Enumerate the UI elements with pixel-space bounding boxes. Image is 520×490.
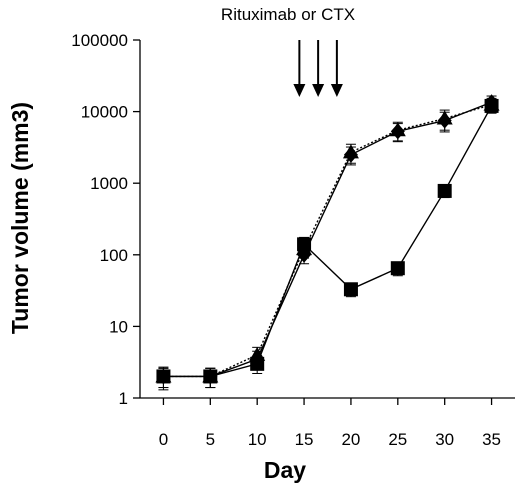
data-point-square [156,369,171,384]
x-axis-title: Day [264,457,306,483]
x-tick-label: 30 [435,430,454,449]
x-tick-label: 5 [206,430,215,449]
data-point-triangle [389,122,406,137]
marks-group [155,94,500,391]
series-line-diamond [163,101,492,378]
series-line-triangle [163,103,492,378]
y-tick-label: 100 [100,246,128,265]
y-axis-title: Tumor volume (mm3) [7,102,33,334]
annotation-group: Rituximab or CTX [221,5,355,97]
x-tick-label: 20 [341,430,360,449]
series-line-square [163,105,493,378]
x-tick-label: 15 [295,430,314,449]
y-tick-label: 1000 [90,174,128,193]
data-point-square [343,282,358,297]
y-tick-label: 1 [119,389,128,408]
data-point-triangle [436,110,453,125]
x-tick-label: 35 [482,430,501,449]
x-tick-label: 25 [388,430,407,449]
data-point-square [250,356,265,371]
axes-group: 1 10 100 1000 10000 100000 0 5 10 15 20 25 30 35 [71,31,515,449]
data-point-square [203,369,218,384]
treatment-annotation-text: Rituximab or CTX [221,5,355,24]
y-tick-label: 10 [109,317,128,336]
data-point-square [297,237,312,252]
treatment-arrow-head [293,84,306,97]
y-tick-label: 10000 [81,103,128,122]
y-tick-label: 100000 [71,31,128,50]
data-point-square [390,261,405,276]
x-tick-label: 0 [159,430,168,449]
x-tick-label: 10 [248,430,267,449]
treatment-arrow-head [312,84,325,97]
data-point-triangle [342,144,359,159]
data-point-square [484,98,499,113]
treatment-arrow-head [330,84,343,97]
data-point-square [437,183,452,198]
